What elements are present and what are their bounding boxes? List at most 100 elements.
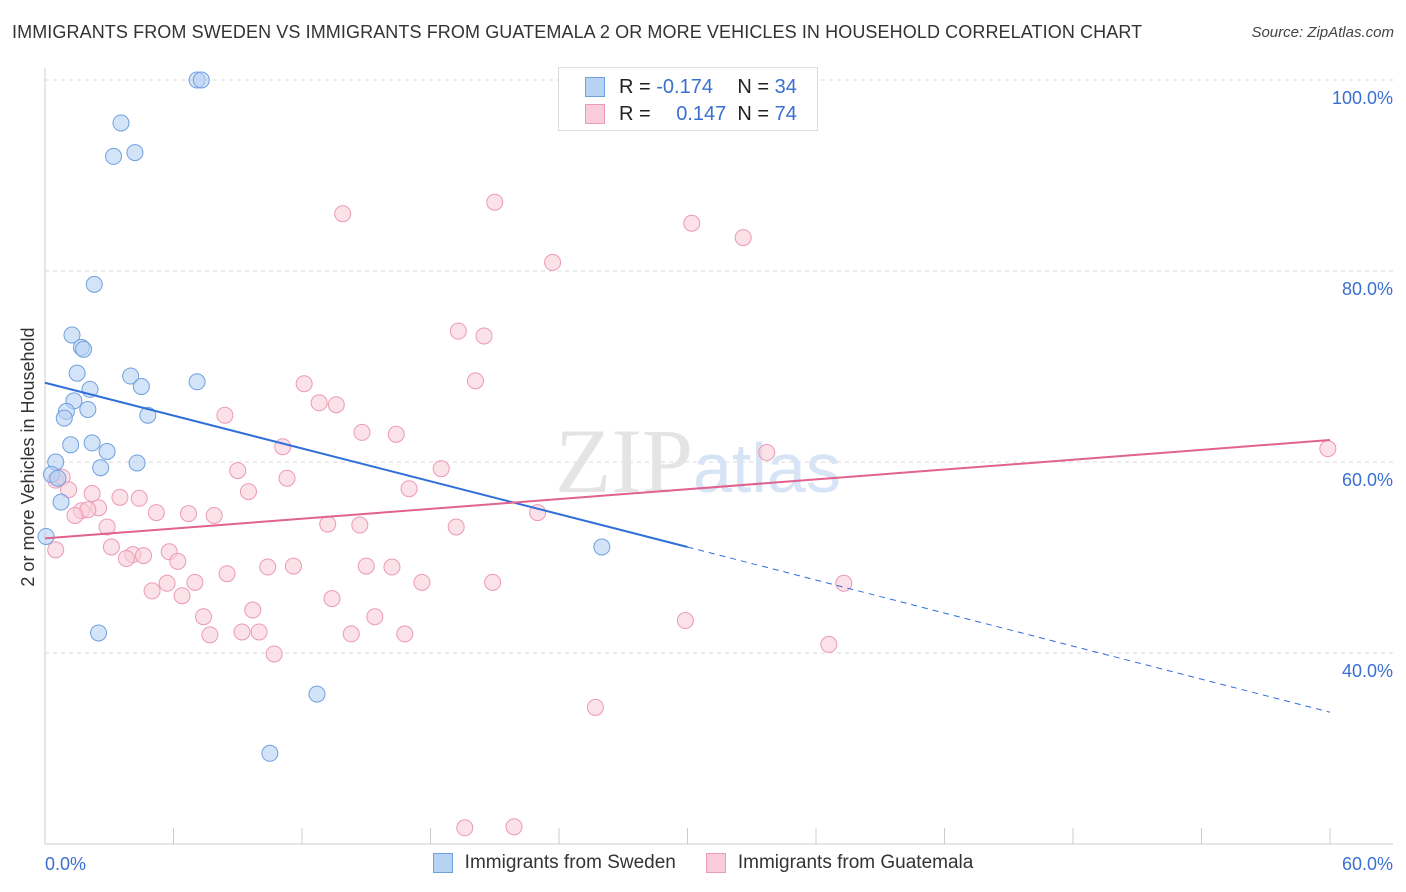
point-guatemala <box>486 193 504 211</box>
point-guatemala <box>734 229 752 247</box>
point-sweden <box>92 459 110 477</box>
n-label: N = <box>737 75 770 98</box>
point-sweden <box>79 400 97 418</box>
point-guatemala <box>284 557 302 575</box>
point-guatemala <box>60 481 78 499</box>
point-guatemala <box>353 423 371 441</box>
n-value: 34 <box>774 75 797 98</box>
point-sweden <box>62 436 80 454</box>
point-sweden <box>128 454 146 472</box>
point-guatemala <box>820 635 838 653</box>
r-value: -0.174 <box>656 75 713 98</box>
r-label: R = <box>619 75 651 98</box>
trend-line-guatemala <box>44 439 1331 540</box>
point-sweden <box>593 538 611 556</box>
r-value: 0.147 <box>676 102 727 125</box>
point-sweden <box>112 114 130 132</box>
point-guatemala <box>383 558 401 576</box>
point-sweden <box>308 685 326 703</box>
point-guatemala <box>98 518 116 536</box>
point-guatemala <box>229 462 247 480</box>
point-guatemala <box>449 322 467 340</box>
legend-swatch-blue <box>432 853 453 873</box>
point-guatemala <box>205 506 223 524</box>
point-guatemala <box>239 483 257 501</box>
trend-line-sweden-extension <box>687 546 1331 713</box>
point-guatemala <box>147 504 165 522</box>
legend-swatch-pink <box>705 853 726 873</box>
trend-line-sweden <box>44 381 688 548</box>
point-guatemala <box>143 582 161 600</box>
point-guatemala <box>357 557 375 575</box>
r-label: R = <box>619 102 651 125</box>
point-guatemala <box>102 538 120 556</box>
legend-swatch-blue <box>585 77 605 97</box>
point-guatemala <box>158 574 176 592</box>
point-guatemala <box>475 327 493 345</box>
point-guatemala <box>201 626 219 644</box>
series-legend: Immigrants from Sweden Immigrants from G… <box>0 852 1406 874</box>
point-guatemala <box>366 608 384 626</box>
chart-source: Source: ZipAtlas.com <box>1251 24 1394 41</box>
point-guatemala <box>351 516 369 534</box>
point-guatemala <box>83 485 101 503</box>
point-guatemala <box>327 396 345 414</box>
point-sweden <box>188 373 206 391</box>
series-legend-sweden[interactable]: Immigrants from Sweden <box>432 852 676 874</box>
point-sweden <box>85 275 103 293</box>
point-sweden <box>75 340 93 358</box>
point-guatemala <box>683 214 701 232</box>
point-guatemala <box>169 552 187 570</box>
point-guatemala <box>130 489 148 507</box>
point-sweden <box>49 469 67 487</box>
n-value: 74 <box>774 102 797 125</box>
legend: R = -0.174 N = 34 R = 0.147 N = 74 <box>558 67 818 131</box>
point-sweden <box>192 71 210 89</box>
series-name: Immigrants from Guatemala <box>737 852 974 873</box>
point-guatemala <box>400 480 418 498</box>
y-axis-title: 2 or more Vehicles in Household <box>18 327 38 586</box>
point-guatemala <box>259 558 277 576</box>
point-guatemala <box>466 372 484 390</box>
point-guatemala <box>186 573 204 591</box>
point-guatemala <box>310 394 328 412</box>
point-sweden <box>105 147 123 165</box>
point-guatemala <box>278 469 296 487</box>
point-guatemala <box>135 547 153 565</box>
point-guatemala <box>218 565 236 583</box>
point-guatemala <box>484 573 502 591</box>
point-guatemala <box>835 574 853 592</box>
point-guatemala <box>544 253 562 271</box>
point-guatemala <box>250 623 268 641</box>
point-sweden <box>55 409 73 427</box>
point-guatemala <box>586 698 604 716</box>
series-name: Immigrants from Sweden <box>464 852 676 873</box>
point-guatemala <box>387 425 405 443</box>
y-tick-label: 100.0% <box>1332 88 1393 108</box>
point-guatemala <box>216 406 234 424</box>
point-guatemala <box>265 645 283 663</box>
point-guatemala <box>173 587 191 605</box>
y-tick-label: 40.0% <box>1342 661 1393 681</box>
point-guatemala <box>194 608 212 626</box>
point-guatemala <box>323 590 341 608</box>
point-guatemala <box>447 518 465 536</box>
point-sweden <box>68 364 86 382</box>
chart-title: IMMIGRANTS FROM SWEDEN VS IMMIGRANTS FRO… <box>12 22 1143 42</box>
point-guatemala <box>117 549 135 567</box>
series-legend-guatemala[interactable]: Immigrants from Guatemala <box>705 852 974 874</box>
y-tick-label: 80.0% <box>1342 279 1393 299</box>
point-sweden <box>126 144 144 162</box>
point-sweden <box>83 434 101 452</box>
point-guatemala <box>47 541 65 559</box>
point-sweden <box>63 326 81 344</box>
point-guatemala <box>413 573 431 591</box>
y-tick-label: 60.0% <box>1342 470 1393 490</box>
x-tick-label: 0.0% <box>45 854 86 874</box>
point-guatemala <box>179 505 197 523</box>
point-guatemala <box>505 818 523 836</box>
point-guatemala <box>295 375 313 393</box>
point-sweden <box>139 406 157 424</box>
